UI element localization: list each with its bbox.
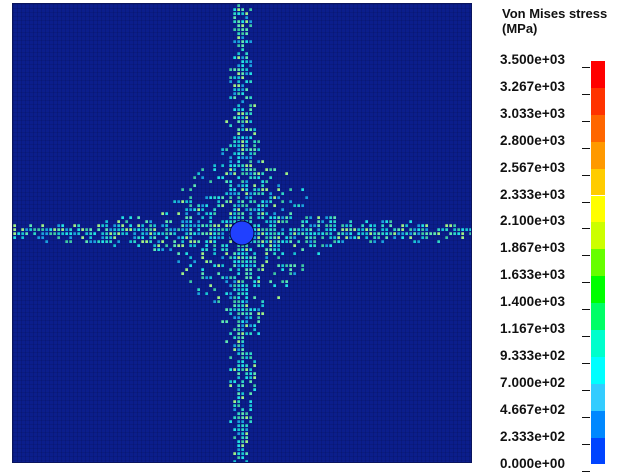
legend-color-swatch [591,330,605,357]
legend-color-swatch [591,410,605,438]
legend-tick [582,120,590,122]
legend-tick [582,336,590,337]
legend-tick [582,282,590,284]
legend-tick [582,174,590,176]
legend-color-swatch [591,437,605,465]
legend-label: 2.333e+02 [500,428,566,444]
legend-label: 9.333e+02 [500,347,566,363]
legend-label: 2.800e+03 [500,132,566,148]
legend-label: 3.267e+03 [500,78,566,94]
legend-tick [582,362,590,364]
legend-title-line1: Von Mises stress [502,6,608,21]
legend-tick [582,228,590,230]
legend-label: 4.667e+02 [500,401,566,417]
legend-title: Von Mises stress (MPa) [502,6,607,36]
legend-color-swatch [591,141,605,169]
legend-color-swatch [591,276,605,304]
legend-color-swatch [591,195,605,223]
legend-tick [582,93,590,95]
legend-tick [582,309,590,311]
legend-label: 1.167e+03 [500,321,566,336]
legend-tick [582,67,590,68]
legend-label: 2.333e+03 [500,186,566,202]
legend-color-swatch [591,356,605,384]
legend-label: 1.400e+03 [500,294,566,310]
legend-label: 7.000e+02 [500,374,566,390]
legend-color-swatch [591,303,605,330]
legend-color-swatch [591,87,605,115]
legend-color-swatch [591,168,605,196]
legend-color-swatch [591,114,605,142]
legend-tick [582,255,590,257]
legend-tick [582,201,590,203]
central-hole [229,220,255,246]
legend-label: 2.567e+03 [500,159,566,175]
legend-label: 3.033e+03 [500,105,566,121]
color-legend: Von Mises stress (MPa) 3.500e+03 3.267e+0… [480,0,630,472]
legend-label: 1.867e+03 [500,240,566,256]
legend-tick [582,470,590,472]
legend-label: 1.633e+03 [500,267,566,283]
legend-label: 3.500e+03 [500,52,566,67]
legend-label: 2.100e+03 [500,213,566,229]
legend-tick [582,443,590,445]
stress-contour-mesh [13,4,471,462]
legend-label: 0.000e+00 [500,455,566,471]
stress-contour-plot [12,3,472,463]
legend-tick [582,416,590,418]
legend-color-swatch [591,249,605,277]
legend-tick [582,147,590,149]
legend-color-swatch [591,222,605,250]
legend-tick [582,389,590,391]
legend-title-line2: (MPa) [502,21,538,36]
legend-color-swatch [591,383,605,411]
legend-color-swatch [591,61,605,88]
